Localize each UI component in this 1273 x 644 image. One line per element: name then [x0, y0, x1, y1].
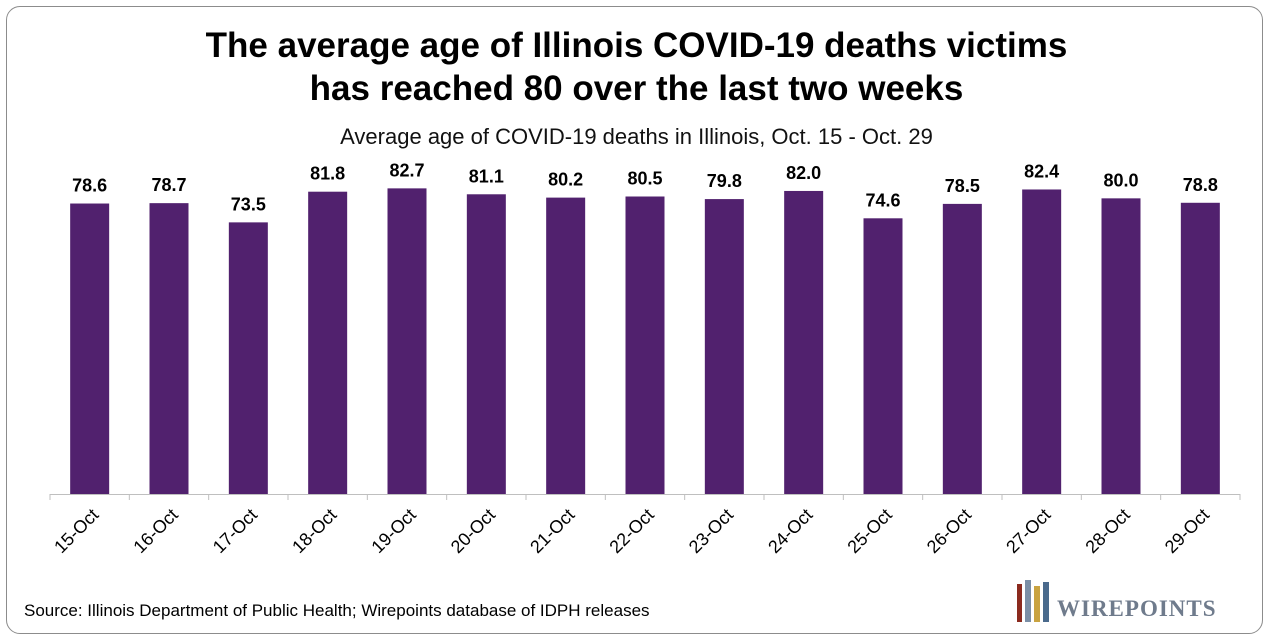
data-label-25-Oct: 74.6 — [865, 190, 900, 210]
bar-22-Oct — [625, 196, 665, 494]
bar-24-Oct — [784, 190, 824, 494]
data-label-16-Oct: 78.7 — [151, 175, 186, 195]
x-tick-label-18-Oct: 18-Oct — [288, 505, 340, 557]
bar-20-Oct — [466, 194, 506, 495]
data-label-29-Oct: 78.8 — [1183, 175, 1218, 195]
bar-23-Oct — [704, 199, 744, 494]
x-tick-label-26-Oct: 26-Oct — [923, 505, 975, 557]
bar-25-Oct — [863, 218, 903, 494]
x-tick-label-15-Oct: 15-Oct — [50, 505, 102, 557]
data-label-26-Oct: 78.5 — [945, 176, 980, 196]
x-tick-label-25-Oct: 25-Oct — [843, 505, 895, 557]
chart-subtitle: Average age of COVID-19 deaths in Illino… — [340, 124, 933, 149]
x-tick-label-22-Oct: 22-Oct — [605, 505, 657, 557]
x-tick-label-24-Oct: 24-Oct — [764, 505, 816, 557]
bar-28-Oct — [1101, 198, 1141, 494]
bar-29-Oct — [1180, 202, 1220, 495]
x-tick-label-29-Oct: 29-Oct — [1161, 505, 1213, 557]
x-tick-label-21-Oct: 21-Oct — [526, 505, 578, 557]
bar-17-Oct — [228, 222, 268, 494]
data-label-22-Oct: 80.5 — [627, 169, 662, 189]
data-label-18-Oct: 81.8 — [310, 164, 345, 184]
logo-wordmark: WIREPOINTS — [1057, 596, 1217, 621]
bar-18-Oct — [308, 191, 348, 494]
wirepoints-logo-icon — [1017, 580, 1049, 622]
bar-16-Oct — [149, 203, 189, 495]
x-tick-label-27-Oct: 27-Oct — [1002, 505, 1054, 557]
x-tick-label-20-Oct: 20-Oct — [447, 505, 499, 557]
data-label-19-Oct: 82.7 — [389, 160, 424, 180]
data-label-23-Oct: 79.8 — [707, 171, 742, 191]
data-label-20-Oct: 81.1 — [469, 166, 504, 186]
data-label-21-Oct: 80.2 — [548, 170, 583, 190]
data-label-15-Oct: 78.6 — [72, 176, 107, 196]
x-tick-label-19-Oct: 19-Oct — [367, 505, 419, 557]
bar-27-Oct — [1022, 189, 1062, 494]
source-note: Source: Illinois Department of Public He… — [24, 601, 650, 620]
bar-19-Oct — [387, 188, 427, 494]
bar-21-Oct — [546, 197, 586, 494]
bar-26-Oct — [942, 203, 982, 495]
x-tick-label-16-Oct: 16-Oct — [129, 505, 181, 557]
x-tick-label-23-Oct: 23-Oct — [685, 505, 737, 557]
x-tick-label-17-Oct: 17-Oct — [209, 505, 261, 557]
data-label-17-Oct: 73.5 — [231, 194, 266, 214]
bar-15-Oct — [70, 203, 110, 495]
chart-title-line-2: has reached 80 over the last two weeks — [309, 69, 964, 108]
chart-title: The average age of Illinois COVID-19 dea… — [0, 24, 1273, 110]
chart-title-line-1: The average age of Illinois COVID-19 dea… — [205, 26, 1068, 65]
data-label-28-Oct: 80.0 — [1103, 170, 1138, 190]
x-tick-label-28-Oct: 28-Oct — [1081, 505, 1133, 557]
data-label-27-Oct: 82.4 — [1024, 161, 1059, 181]
data-label-24-Oct: 82.0 — [786, 163, 821, 183]
